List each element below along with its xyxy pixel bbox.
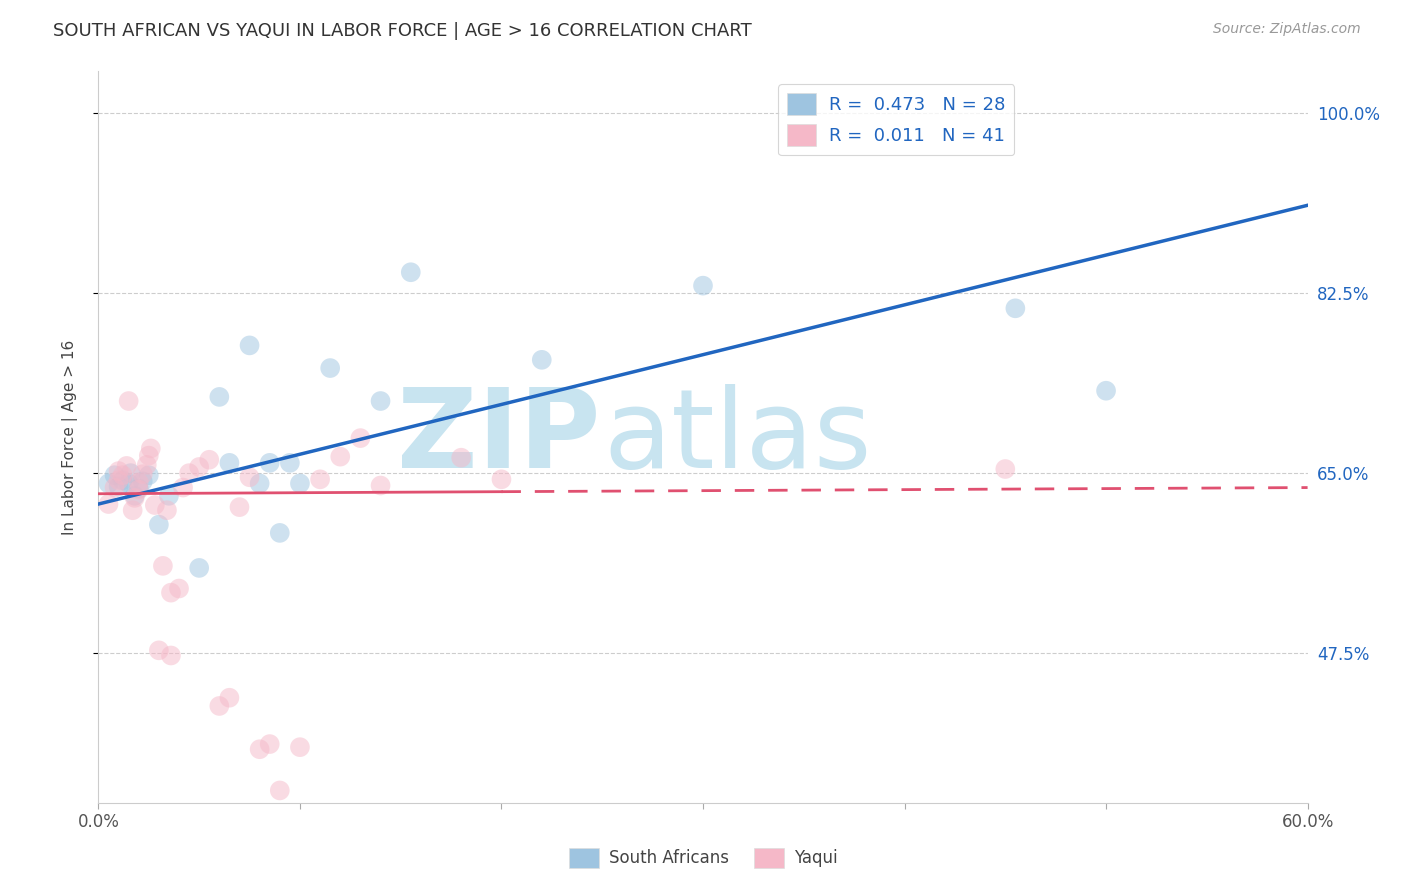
Point — [120, 466, 142, 480]
Legend: R =  0.473   N = 28, R =  0.011   N = 41: R = 0.473 N = 28, R = 0.011 N = 41 — [779, 84, 1014, 155]
Point — [309, 472, 332, 486]
Point — [128, 475, 150, 490]
Point — [188, 561, 211, 575]
Point — [319, 361, 342, 376]
Point — [148, 643, 170, 657]
Point — [128, 483, 150, 497]
Point — [107, 479, 129, 493]
Point — [228, 500, 250, 515]
Point — [124, 489, 146, 503]
Point — [103, 468, 125, 483]
Point — [157, 489, 180, 503]
Point — [278, 456, 301, 470]
Point — [107, 464, 129, 478]
Point — [132, 475, 155, 489]
Point — [135, 458, 157, 472]
Point — [111, 474, 134, 488]
Point — [259, 456, 281, 470]
Point — [156, 503, 179, 517]
Point — [115, 458, 138, 473]
Point — [124, 491, 146, 505]
Point — [121, 503, 143, 517]
Text: atlas: atlas — [603, 384, 872, 491]
Point — [249, 742, 271, 756]
Point — [491, 472, 513, 486]
Point — [118, 476, 141, 491]
Text: SOUTH AFRICAN VS YAQUI IN LABOR FORCE | AGE > 16 CORRELATION CHART: SOUTH AFRICAN VS YAQUI IN LABOR FORCE | … — [53, 22, 752, 40]
Point — [349, 431, 371, 445]
Point — [188, 459, 211, 474]
Point — [370, 478, 392, 492]
Point — [103, 481, 125, 495]
Point — [530, 352, 553, 367]
Point — [160, 585, 183, 599]
Point — [172, 481, 194, 495]
Point — [107, 474, 129, 488]
Point — [692, 278, 714, 293]
Point — [118, 394, 141, 409]
Text: ZIP: ZIP — [396, 384, 600, 491]
Point — [259, 737, 281, 751]
Point — [138, 449, 160, 463]
Point — [128, 482, 150, 496]
Point — [208, 390, 231, 404]
Point — [1004, 301, 1026, 316]
Point — [450, 450, 472, 465]
Point — [994, 462, 1017, 476]
Point — [370, 394, 392, 409]
Point — [208, 698, 231, 713]
Point — [269, 525, 291, 540]
Point — [138, 468, 160, 483]
Point — [399, 265, 422, 279]
Point — [288, 740, 311, 755]
Y-axis label: In Labor Force | Age > 16: In Labor Force | Age > 16 — [62, 340, 77, 534]
Point — [1095, 384, 1118, 398]
Legend: South Africans, Yaqui: South Africans, Yaqui — [562, 841, 844, 875]
Point — [239, 470, 262, 484]
Point — [218, 690, 240, 705]
Point — [143, 498, 166, 512]
Point — [97, 497, 120, 511]
Point — [152, 558, 174, 573]
Point — [179, 466, 201, 480]
Point — [269, 783, 291, 797]
Point — [132, 467, 155, 482]
Point — [148, 517, 170, 532]
Point — [198, 452, 221, 467]
Point — [288, 476, 311, 491]
Point — [239, 338, 262, 352]
Point — [160, 648, 183, 663]
Point — [167, 582, 190, 596]
Text: Source: ZipAtlas.com: Source: ZipAtlas.com — [1213, 22, 1361, 37]
Point — [249, 476, 271, 491]
Point — [329, 450, 352, 464]
Point — [218, 456, 240, 470]
Point — [139, 442, 162, 456]
Point — [97, 476, 120, 491]
Point — [111, 468, 134, 483]
